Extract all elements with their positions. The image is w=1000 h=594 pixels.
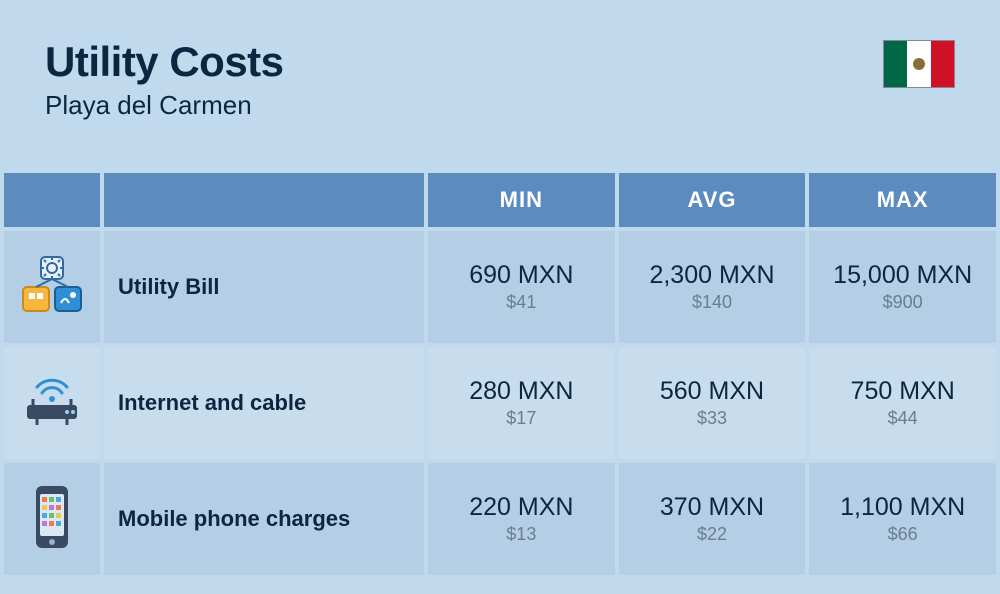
- value-secondary: $900: [809, 292, 996, 313]
- value-primary: 220 MXN: [428, 493, 615, 522]
- value-primary: 15,000 MXN: [809, 261, 996, 290]
- value-secondary: $41: [428, 292, 615, 313]
- value-secondary: $13: [428, 524, 615, 545]
- phone-icon: [28, 482, 76, 557]
- row-label: Mobile phone charges: [104, 463, 424, 575]
- icon-cell: [4, 231, 100, 343]
- utility-icon: [19, 255, 85, 320]
- cell-max: 15,000 MXN $900: [809, 231, 996, 343]
- page-subtitle: Playa del Carmen: [45, 90, 284, 121]
- cell-max: 1,100 MXN $66: [809, 463, 996, 575]
- col-icon: [4, 173, 100, 227]
- icon-cell: [4, 463, 100, 575]
- col-label: [104, 173, 424, 227]
- col-max: MAX: [809, 173, 996, 227]
- row-label: Utility Bill: [104, 231, 424, 343]
- cell-avg: 560 MXN $33: [619, 347, 806, 459]
- title-block: Utility Costs Playa del Carmen: [45, 38, 284, 121]
- value-primary: 370 MXN: [619, 493, 806, 522]
- cell-min: 280 MXN $17: [428, 347, 615, 459]
- table-row: Utility Bill 690 MXN $41 2,300 MXN $140 …: [4, 231, 996, 343]
- cell-avg: 2,300 MXN $140: [619, 231, 806, 343]
- value-primary: 750 MXN: [809, 377, 996, 406]
- cell-avg: 370 MXN $22: [619, 463, 806, 575]
- value-secondary: $66: [809, 524, 996, 545]
- col-min: MIN: [428, 173, 615, 227]
- value-primary: 1,100 MXN: [809, 493, 996, 522]
- col-avg: AVG: [619, 173, 806, 227]
- header: Utility Costs Playa del Carmen: [0, 0, 1000, 121]
- row-label: Internet and cable: [104, 347, 424, 459]
- value-primary: 560 MXN: [619, 377, 806, 406]
- flag-mexico-icon: [883, 40, 955, 88]
- icon-cell: [4, 347, 100, 459]
- table-row: Mobile phone charges 220 MXN $13 370 MXN…: [4, 463, 996, 575]
- internet-icon: [19, 373, 85, 434]
- value-primary: 690 MXN: [428, 261, 615, 290]
- cell-min: 690 MXN $41: [428, 231, 615, 343]
- table-row: Internet and cable 280 MXN $17 560 MXN $…: [4, 347, 996, 459]
- value-secondary: $22: [619, 524, 806, 545]
- table-header-row: MIN AVG MAX: [4, 173, 996, 227]
- cell-max: 750 MXN $44: [809, 347, 996, 459]
- cell-min: 220 MXN $13: [428, 463, 615, 575]
- value-secondary: $44: [809, 408, 996, 429]
- page-title: Utility Costs: [45, 38, 284, 86]
- value-secondary: $140: [619, 292, 806, 313]
- value-primary: 2,300 MXN: [619, 261, 806, 290]
- value-primary: 280 MXN: [428, 377, 615, 406]
- costs-table: MIN AVG MAX: [0, 169, 1000, 579]
- value-secondary: $33: [619, 408, 806, 429]
- value-secondary: $17: [428, 408, 615, 429]
